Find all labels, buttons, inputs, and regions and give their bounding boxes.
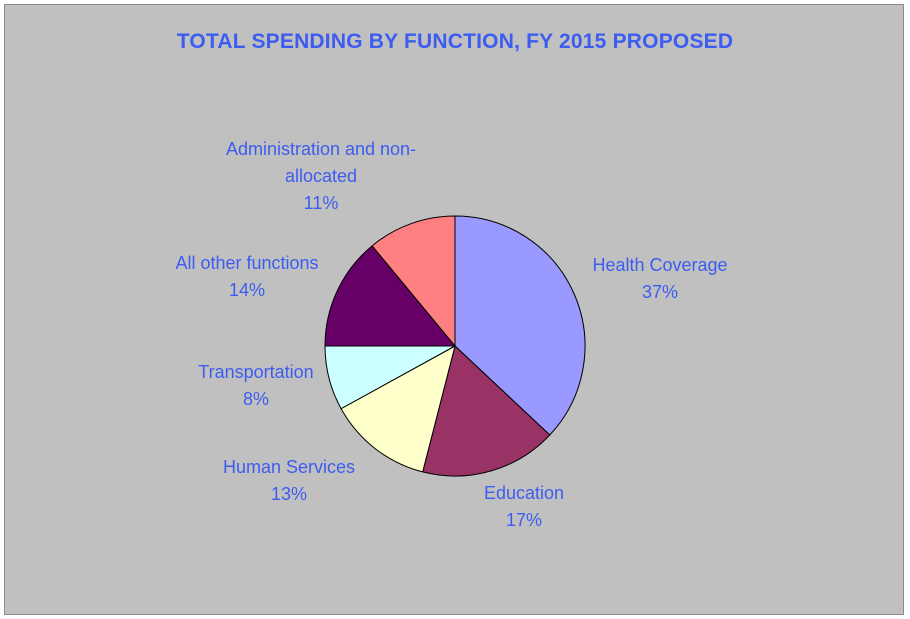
label-health-coverage-pct: 37% bbox=[641, 282, 679, 302]
label-administration-name: Administration and non-allocated bbox=[225, 139, 417, 186]
label-education: Education 17% bbox=[484, 480, 564, 534]
label-administration: Administration and non-allocated 11% bbox=[221, 136, 421, 217]
pie-slice-health-coverage bbox=[454, 215, 586, 436]
label-human-services-pct: 13% bbox=[270, 484, 308, 504]
label-transportation-pct: 8% bbox=[242, 389, 269, 409]
chart-area: TOTAL SPENDING BY FUNCTION, FY 2015 PROP… bbox=[4, 4, 904, 615]
label-human-services-name: Human Services bbox=[222, 457, 356, 477]
pie-slice-human-services bbox=[340, 345, 456, 473]
pie-slice-education bbox=[422, 345, 551, 477]
label-health-coverage: Health Coverage 37% bbox=[592, 252, 727, 306]
label-health-coverage-name: Health Coverage bbox=[592, 255, 728, 275]
pie-slice-administration-and-non-allocated bbox=[371, 215, 456, 348]
label-all-other-functions-pct: 14% bbox=[228, 280, 266, 300]
pie-slice-all-other-functions bbox=[324, 245, 457, 347]
label-human-services: Human Services 13% bbox=[223, 454, 355, 508]
chart-title: TOTAL SPENDING BY FUNCTION, FY 2015 PROP… bbox=[176, 30, 734, 53]
pie-chart bbox=[324, 215, 586, 477]
label-transportation: Transportation 8% bbox=[198, 359, 313, 413]
label-administration-pct: 11% bbox=[303, 193, 339, 213]
label-transportation-name: Transportation bbox=[198, 362, 314, 382]
label-all-other-functions: All other functions 14% bbox=[175, 250, 318, 304]
label-all-other-functions-name: All other functions bbox=[175, 253, 319, 273]
label-education-pct: 17% bbox=[505, 510, 543, 530]
label-education-name: Education bbox=[483, 483, 565, 503]
